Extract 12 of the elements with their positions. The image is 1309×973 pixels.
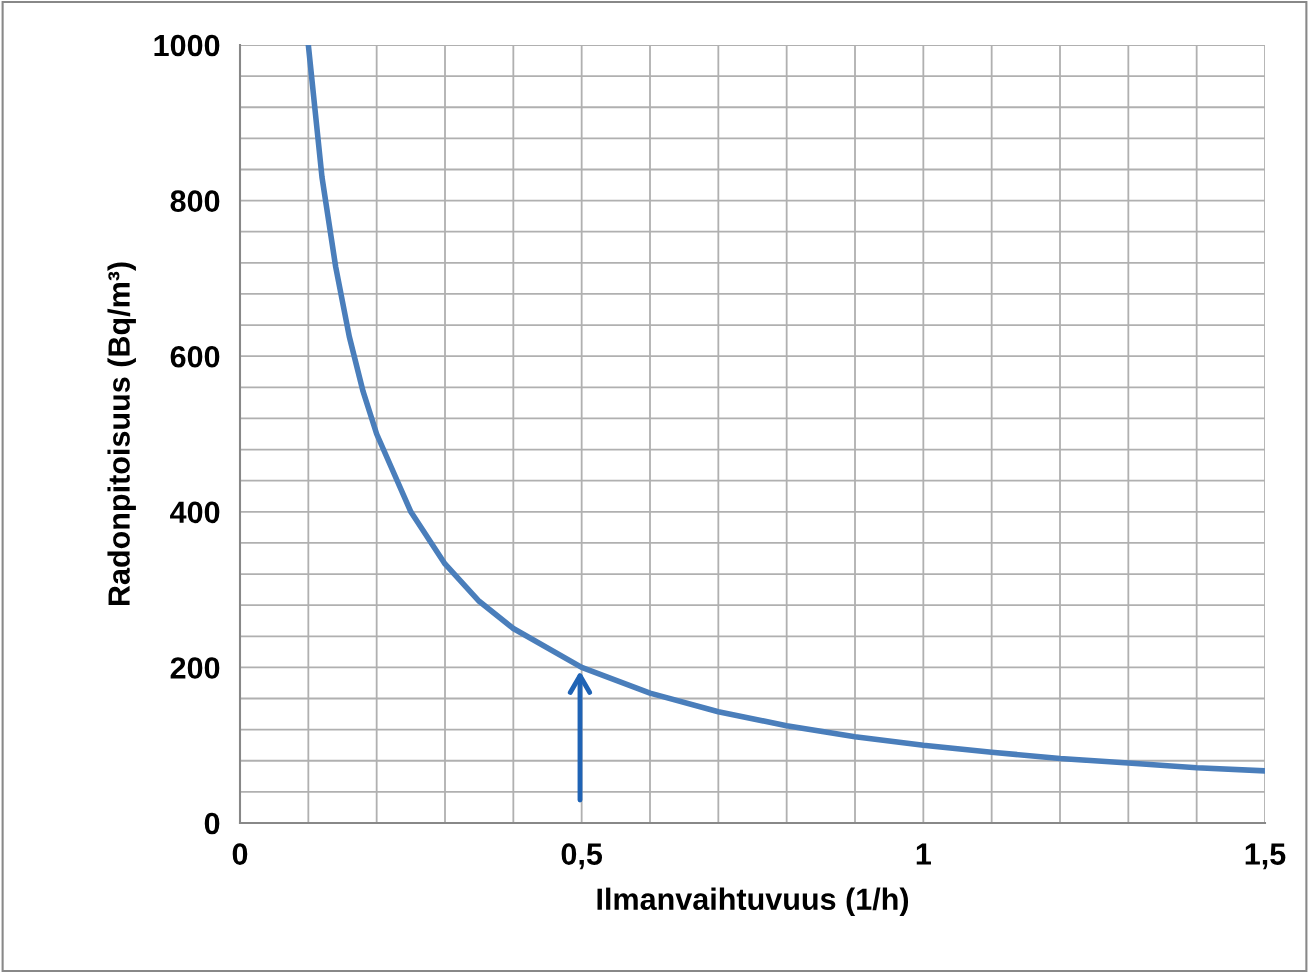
y-tick-label: 600 bbox=[170, 345, 220, 368]
y-tick-label: 1000 bbox=[154, 34, 220, 57]
x-tick-label: 1,5 bbox=[1245, 843, 1286, 870]
x-tick-label: 0 bbox=[232, 843, 248, 865]
y-tick-label: 0 bbox=[204, 812, 220, 835]
y-tick-label: 800 bbox=[170, 190, 220, 212]
y-tick-label: 400 bbox=[170, 501, 220, 524]
x-tick-label: 0,5 bbox=[561, 843, 603, 870]
x-tick-label: 1 bbox=[916, 843, 931, 865]
y-tick-label: 200 bbox=[170, 657, 220, 679]
y-axis-title: Radonpitoisuus (Bq/m³) bbox=[107, 262, 136, 606]
x-axis-title: Ilmanvaihtuvuus (1/h) bbox=[597, 887, 909, 917]
